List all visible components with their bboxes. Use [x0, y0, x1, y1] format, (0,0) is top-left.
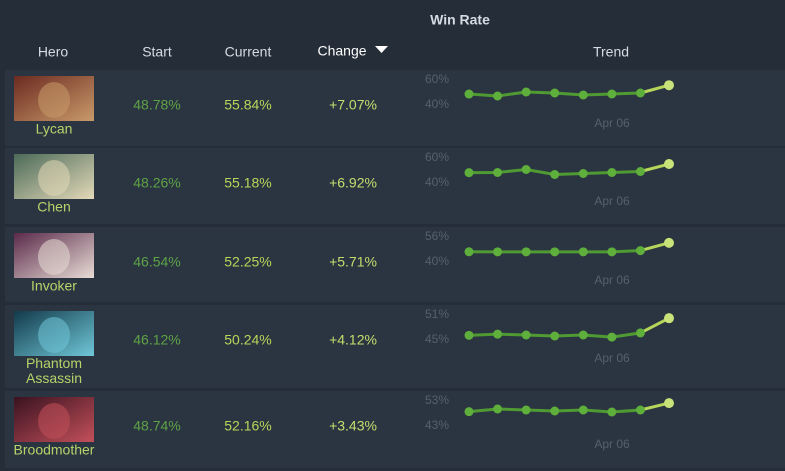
sort-arrow: [375, 46, 388, 53]
y-tick-label: 60%: [425, 72, 449, 86]
trend-point[interactable]: [635, 167, 645, 176]
trend-point[interactable]: [493, 404, 503, 414]
change-rate: +5.71%: [329, 254, 377, 270]
trend-point[interactable]: [664, 398, 674, 409]
trend-point[interactable]: [521, 165, 531, 174]
trend-point[interactable]: [607, 332, 617, 342]
trend-point[interactable]: [521, 87, 531, 97]
hero-name[interactable]: Lycan: [36, 121, 73, 137]
y-tick-label: 56%: [425, 229, 449, 243]
portrait-face: [38, 403, 70, 439]
current-rate: 55.84%: [224, 97, 271, 113]
y-tick-label: 60%: [425, 150, 449, 164]
trend-point[interactable]: [664, 313, 674, 324]
x-tick-label: Apr 06: [594, 116, 630, 130]
trend-point[interactable]: [464, 330, 474, 340]
y-tick-label: 40%: [425, 175, 449, 189]
x-tick-label: Apr 06: [594, 351, 630, 365]
column-header: Hero: [38, 44, 69, 60]
trend-point[interactable]: [464, 247, 474, 257]
y-tick-label: 40%: [425, 97, 449, 111]
start-rate: 46.12%: [133, 332, 180, 348]
y-tick-label: 53%: [425, 393, 449, 407]
y-tick-label: 45%: [425, 332, 449, 346]
trend-point[interactable]: [493, 247, 503, 257]
trend-point[interactable]: [493, 91, 503, 101]
trend-point[interactable]: [493, 329, 503, 339]
trend-point[interactable]: [607, 168, 617, 177]
group-title: Win Rate: [430, 12, 490, 28]
change-rate: +4.12%: [329, 332, 377, 348]
trend-point[interactable]: [521, 247, 531, 257]
trend-point[interactable]: [521, 330, 531, 340]
trend-point[interactable]: [578, 405, 588, 415]
portrait-face: [38, 239, 70, 275]
row-background: [5, 227, 785, 302]
trend-point[interactable]: [464, 89, 474, 99]
trend-point[interactable]: [607, 89, 617, 99]
current-rate: 55.18%: [224, 175, 271, 191]
portrait-face: [38, 317, 70, 353]
trend-line-latest: [639, 316, 670, 335]
x-tick-label: Apr 06: [594, 273, 630, 287]
trend-point[interactable]: [664, 159, 674, 170]
trend-point[interactable]: [464, 168, 474, 178]
start-rate: 48.78%: [133, 97, 180, 113]
trend-point[interactable]: [635, 246, 645, 256]
trend-point[interactable]: [578, 90, 588, 100]
hero-name[interactable]: Chen: [37, 199, 70, 215]
portrait-face: [38, 82, 70, 118]
trend-point[interactable]: [550, 331, 560, 341]
change-rate: +3.43%: [329, 418, 377, 434]
trend-point[interactable]: [550, 88, 560, 98]
current-rate: 52.25%: [224, 254, 271, 270]
trend-point[interactable]: [635, 88, 645, 98]
current-rate: 50.24%: [224, 332, 271, 348]
trend-point[interactable]: [550, 406, 560, 416]
start-rate: 46.54%: [133, 254, 180, 270]
hero-name[interactable]: Broodmother: [14, 442, 95, 458]
column-header: Trend: [593, 44, 629, 60]
trend-point[interactable]: [550, 247, 560, 257]
x-tick-label: Apr 06: [594, 437, 630, 451]
row-background: [5, 148, 785, 224]
hero-name[interactable]: Phantom Assassin: [26, 355, 82, 386]
current-rate: 52.16%: [224, 418, 271, 434]
portrait-face: [38, 160, 70, 196]
change-rate: +7.07%: [329, 97, 377, 113]
trend-point[interactable]: [464, 407, 474, 417]
trend-point[interactable]: [635, 405, 645, 415]
trend-point[interactable]: [607, 247, 617, 257]
trend-point[interactable]: [607, 407, 617, 417]
trend-point[interactable]: [578, 247, 588, 257]
start-rate: 48.74%: [133, 418, 180, 434]
trend-point[interactable]: [578, 169, 588, 178]
y-tick-label: 40%: [425, 254, 449, 268]
trend-point[interactable]: [664, 237, 674, 248]
trend-point[interactable]: [664, 80, 674, 91]
trend-point[interactable]: [493, 168, 503, 177]
row-background: [5, 70, 785, 146]
y-tick-label: 51%: [425, 307, 449, 321]
column-header[interactable]: Start: [142, 44, 172, 60]
trend-point[interactable]: [635, 328, 645, 338]
start-rate: 48.26%: [133, 175, 180, 191]
column-header[interactable]: Current: [225, 44, 272, 60]
trend-point[interactable]: [521, 405, 531, 415]
change-rate: +6.92%: [329, 175, 377, 191]
x-tick-label: Apr 06: [594, 194, 630, 208]
row-background: [5, 305, 785, 388]
row-background: [5, 391, 785, 468]
y-tick-label: 43%: [425, 418, 449, 432]
column-header[interactable]: Change: [317, 43, 366, 59]
hero-name[interactable]: Invoker: [31, 278, 77, 294]
trend-point[interactable]: [550, 170, 560, 179]
trend-point[interactable]: [578, 330, 588, 340]
